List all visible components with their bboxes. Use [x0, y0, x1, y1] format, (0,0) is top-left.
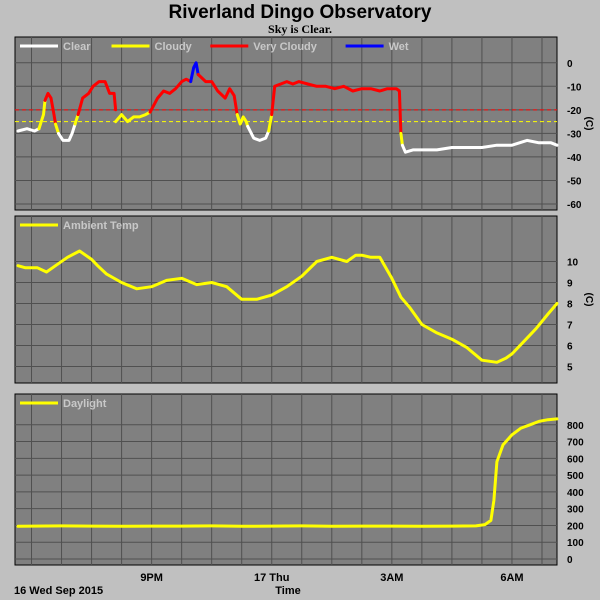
series-segment-very-cloudy — [196, 73, 239, 117]
plot-area — [14, 393, 558, 566]
x-axis-start-label: 16 Wed Sep 2015 — [14, 585, 103, 597]
y-tick-label: 8 — [567, 300, 573, 311]
series-segment-very-cloudy — [43, 91, 57, 126]
y-tick-label: -50 — [567, 176, 582, 187]
y-tick-label: 600 — [567, 454, 584, 465]
x-tick-label: 6AM — [500, 572, 523, 584]
x-tick-label: 9PM — [140, 572, 163, 584]
y-tick-label: 300 — [567, 505, 584, 516]
plot-area — [14, 215, 558, 384]
y-tick-label: 500 — [567, 471, 584, 482]
series-segment-clear — [16, 127, 41, 133]
series-segment-cloudy — [114, 110, 152, 124]
series-segment-cloudy — [235, 113, 250, 128]
y-tick-label: -10 — [567, 82, 582, 93]
ambient-temp-panel: 10 9 8 7 6 5 (C) Ambient Temp — [14, 215, 594, 384]
y-tick-label: 700 — [567, 438, 584, 449]
y-tick-label: 9 — [567, 279, 573, 290]
y-tick-label: 10 — [567, 258, 579, 269]
y-axis-unit-label: (C) — [583, 293, 594, 307]
y-tick-label: 0 — [567, 59, 573, 70]
sky-temp-panel: 0 -10 -20 -30 -40 -50 -60 (C) Clear Cloudy Very Cl… — [14, 36, 594, 211]
legend-label: Wet — [389, 41, 409, 53]
series-segment-cloudy — [399, 131, 404, 147]
chart-title: Riverland Dingo Observatory — [168, 2, 432, 23]
y-tick-label: -60 — [567, 200, 582, 211]
series-segment-clear — [246, 124, 271, 142]
series-segment-cloudy — [37, 98, 47, 131]
x-tick-label: 3AM — [380, 572, 403, 584]
sky-status-subtitle: Sky is Clear. — [268, 22, 332, 36]
y-tick-label: 100 — [567, 538, 584, 549]
y-tick-label: 6 — [567, 342, 573, 353]
legend-label: Ambient Temp — [63, 220, 139, 232]
y-tick-label: 200 — [567, 521, 584, 532]
y-tick-label: 0 — [567, 555, 573, 566]
legend-label: Very Cloudy — [253, 41, 317, 53]
series-segment-very-cloudy — [148, 77, 193, 114]
y-tick-label: 800 — [567, 421, 584, 432]
series-segment-very-cloudy — [270, 80, 403, 135]
series-segment-cloudy — [73, 113, 80, 126]
series-segment-clear — [57, 122, 77, 142]
daylight-panel: 800 700 600 500 400 300 200 100 0 Daylight — [14, 393, 584, 566]
series-segment-cloudy — [267, 113, 274, 133]
series-line-ambient-temp — [16, 249, 559, 364]
y-tick-label: -20 — [567, 106, 582, 117]
y-tick-label: -30 — [567, 129, 582, 140]
legend-label: Daylight — [63, 398, 107, 410]
series-segment-clear — [400, 138, 559, 154]
series-segment-very-cloudy — [76, 80, 118, 117]
series-segment-wet — [189, 61, 200, 84]
series-line-daylight — [16, 417, 559, 528]
series-segment-cloudy — [54, 122, 60, 135]
legend-label: Cloudy — [155, 41, 193, 53]
y-axis-unit-label: (C) — [583, 117, 594, 131]
x-axis-title: Time — [275, 585, 300, 597]
y-tick-label: -40 — [567, 153, 582, 164]
legend-label: Clear — [63, 41, 91, 53]
y-tick-label: 400 — [567, 488, 584, 499]
y-tick-label: 5 — [567, 363, 573, 374]
y-tick-label: 7 — [567, 321, 573, 332]
x-tick-label: 17 Thu — [254, 572, 289, 584]
plot-area — [14, 36, 558, 211]
